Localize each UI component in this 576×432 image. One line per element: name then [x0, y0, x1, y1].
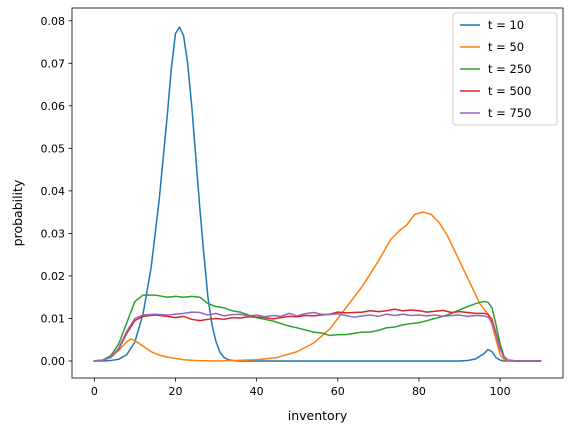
x-tick-label: 60 [331, 385, 345, 398]
legend: t = 10 t = 50 t = 250 t = 500 t = 750 [452, 12, 558, 126]
legend-box [452, 12, 558, 126]
y-tick-label: 0.04 [41, 185, 66, 198]
legend-label-1: t = 10 [488, 18, 524, 32]
x-tick-label: 40 [250, 385, 264, 398]
y-tick-label: 0.01 [41, 312, 66, 325]
series-line-2 [93, 211, 542, 362]
y-axis-label: probability [10, 179, 25, 246]
y-tick-label: 0.03 [41, 227, 66, 240]
series-line-3 [93, 294, 542, 362]
legend-label-3: t = 250 [488, 62, 531, 76]
legend-label-4: t = 500 [488, 84, 531, 98]
x-tick-label: 80 [412, 385, 426, 398]
axes-frame [71, 7, 564, 379]
x-tick-label: 0 [91, 385, 98, 398]
y-tick-label: 0.06 [41, 100, 66, 113]
legend-label-2: t = 50 [488, 40, 524, 54]
y-tick-label: 0.00 [41, 355, 66, 368]
plot-area [93, 26, 542, 362]
series-line-1 [93, 26, 542, 362]
y-tick-label: 0.07 [41, 57, 66, 70]
series-line-5 [93, 311, 542, 362]
x-tick-label: 20 [168, 385, 182, 398]
x-tick-label: 100 [490, 385, 511, 398]
y-tick-label: 0.02 [41, 270, 66, 283]
y-tick-label: 0.08 [41, 15, 66, 28]
y-tick-label: 0.05 [41, 142, 66, 155]
legend-label-5: t = 750 [488, 106, 531, 120]
x-axis-label: inventory [288, 408, 348, 423]
axes: 0 20 40 60 80 100 0.00 0.01 0.02 0.03 0.04 0.05 0.06… [41, 7, 564, 398]
